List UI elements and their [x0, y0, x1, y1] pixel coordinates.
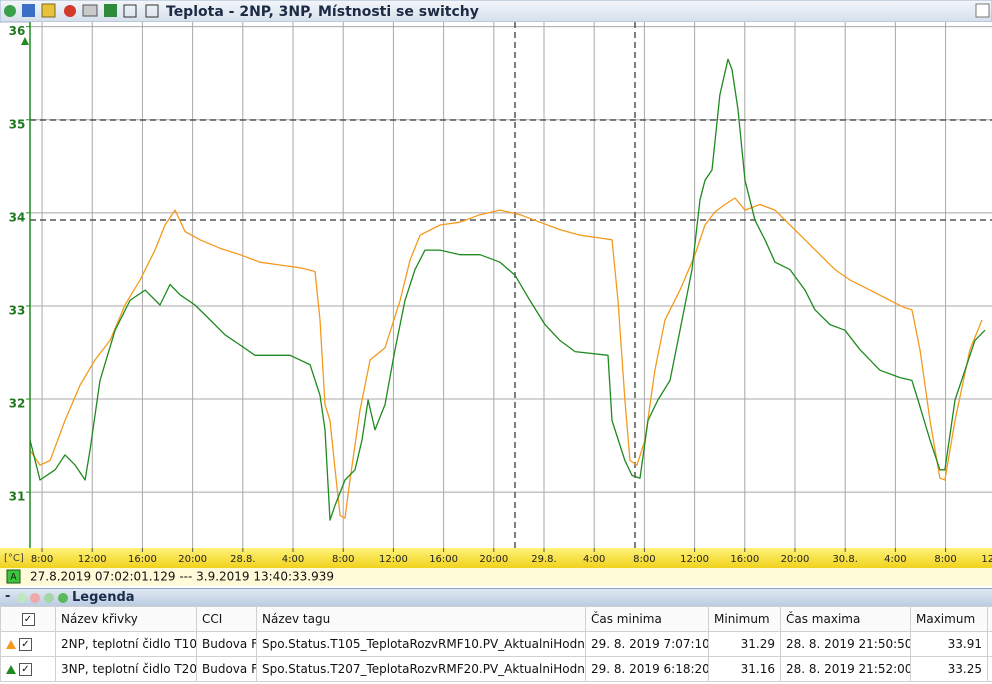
down-button[interactable] — [58, 593, 68, 603]
series-icon — [6, 640, 16, 649]
x-tick-label: 16:00 — [128, 554, 157, 565]
axis-badge — [6, 569, 21, 584]
x-tick-label: 4:00 — [282, 554, 304, 565]
series-line — [30, 58, 986, 521]
series-name: 3NP, teplotní čidlo T207 — [55, 656, 197, 682]
save-button[interactable] — [22, 4, 35, 17]
maximum: 33.91 — [910, 631, 988, 657]
scale-button[interactable] — [145, 4, 159, 18]
y-tick-label: 36 — [9, 24, 26, 38]
edit-button[interactable] — [41, 3, 56, 18]
column-header: CCI — [196, 606, 257, 632]
x-tick-label: 16:00 — [429, 554, 458, 565]
add-button[interactable] — [17, 593, 27, 603]
x-tick-label: 8:00 — [332, 554, 354, 565]
x-tick-label: 29.8. — [531, 554, 556, 565]
x-tick-label: 8:00 — [934, 554, 956, 565]
x-tick-label: 20:00 — [178, 554, 207, 565]
print-button[interactable] — [82, 4, 98, 17]
x-tick-label: 8:00 — [633, 554, 655, 565]
row-checkbox[interactable]: ✓ — [19, 663, 32, 676]
y-tick-label: 34 — [9, 210, 26, 224]
legend-table: ✓ Název křivky CCI Název tagu Čas minima… — [0, 606, 992, 682]
column-header: Název tagu — [256, 606, 586, 632]
column-header: Název křivky — [55, 606, 197, 632]
x-tick-label: 20:00 — [781, 554, 810, 565]
time-range-bar — [0, 568, 992, 586]
y-tick-label: 32 — [9, 397, 26, 411]
window-button[interactable] — [975, 3, 990, 18]
min-time: 29. 8. 2019 7:07:10 — [585, 631, 709, 657]
y-tick-label: 33 — [9, 303, 26, 317]
delete-button[interactable] — [64, 5, 76, 17]
max-time: 28. 8. 2019 21:52:00 — [780, 656, 911, 682]
x-axis-band — [0, 548, 992, 568]
select-all[interactable]: ✓ — [21, 613, 35, 626]
excel-button[interactable] — [104, 4, 117, 17]
toolbar — [0, 0, 992, 23]
series-line — [30, 197, 983, 519]
maximum: 33.25 — [910, 656, 988, 682]
x-tick-label: 16:00 — [730, 554, 759, 565]
tag: Spo.Status.T105_TeplotaRozvRMF10.PV_Aktu… — [256, 631, 586, 657]
x-tick-label: 28.8. — [230, 554, 255, 565]
max-time: 28. 8. 2019 21:50:50 — [780, 631, 911, 657]
row-checkbox[interactable]: ✓ — [19, 638, 32, 651]
cci: Budova F — [196, 656, 257, 682]
toolbar-icons — [4, 3, 990, 18]
axis-badge-label: A — [10, 573, 17, 583]
x-tick-label: 4:00 — [583, 554, 605, 565]
y-unit: [°C] — [4, 553, 24, 564]
column-header: Maximum — [910, 606, 988, 632]
remove-button[interactable] — [30, 593, 40, 603]
series-name: 2NP, teplotní čidlo T105 — [55, 631, 197, 657]
y-tick-label: 31 — [9, 490, 26, 504]
cci: Budova F — [196, 631, 257, 657]
x-tick-label: 30.8. — [832, 554, 857, 565]
min-time: 29. 8. 2019 6:18:20 — [585, 656, 709, 682]
minimum: 31.16 — [708, 656, 781, 682]
column-header: Čas minima — [585, 606, 709, 632]
legend-row[interactable]: ✓ 3NP, teplotní čidlo T207 Budova F Spo.… — [0, 656, 992, 682]
column-header: Čas maxima — [780, 606, 911, 632]
x-tick-label: 8:00 — [31, 554, 53, 565]
legend-title: Legenda — [72, 590, 135, 605]
up-button[interactable] — [44, 593, 54, 603]
minimum: 31.29 — [708, 631, 781, 657]
time-range: 27.8.2019 07:02:01.129 --- 3.9.2019 13:4… — [30, 570, 334, 584]
x-tick-label: 12:00 — [78, 554, 107, 565]
x-tick-label: 12:00 — [981, 554, 992, 565]
refresh-button[interactable] — [4, 5, 16, 17]
x-tick-label: 4:00 — [884, 554, 906, 565]
x-tick-label: 12:00 — [379, 554, 408, 565]
plot-area — [30, 22, 992, 548]
axis-marker — [21, 37, 29, 45]
collapse-button[interactable]: - — [5, 589, 11, 604]
x-tick-label: 20:00 — [479, 554, 508, 565]
legend-header: - Legenda — [0, 588, 992, 607]
column-header: Minimum — [708, 606, 781, 632]
x-tick-label: 12:00 — [680, 554, 709, 565]
tag: Spo.Status.T207_TeplotaRozvRMF20.PV_Aktu… — [256, 656, 586, 682]
y-tick-label: 35 — [9, 117, 26, 131]
chart-window: Teplota - 2NP, 3NP, Místnosti se switchy… — [0, 0, 992, 586]
cursors — [30, 22, 992, 585]
window-title: Teplota - 2NP, 3NP, Místnosti se switchy — [166, 4, 479, 20]
series-icon — [6, 665, 16, 674]
legend-row[interactable]: ✓ 2NP, teplotní čidlo T105 Budova F Spo.… — [0, 631, 992, 657]
header-row: ✓ Název křivky CCI Název tagu Čas minima… — [0, 606, 992, 632]
series-layer — [30, 58, 986, 521]
bar-button[interactable] — [123, 4, 137, 18]
